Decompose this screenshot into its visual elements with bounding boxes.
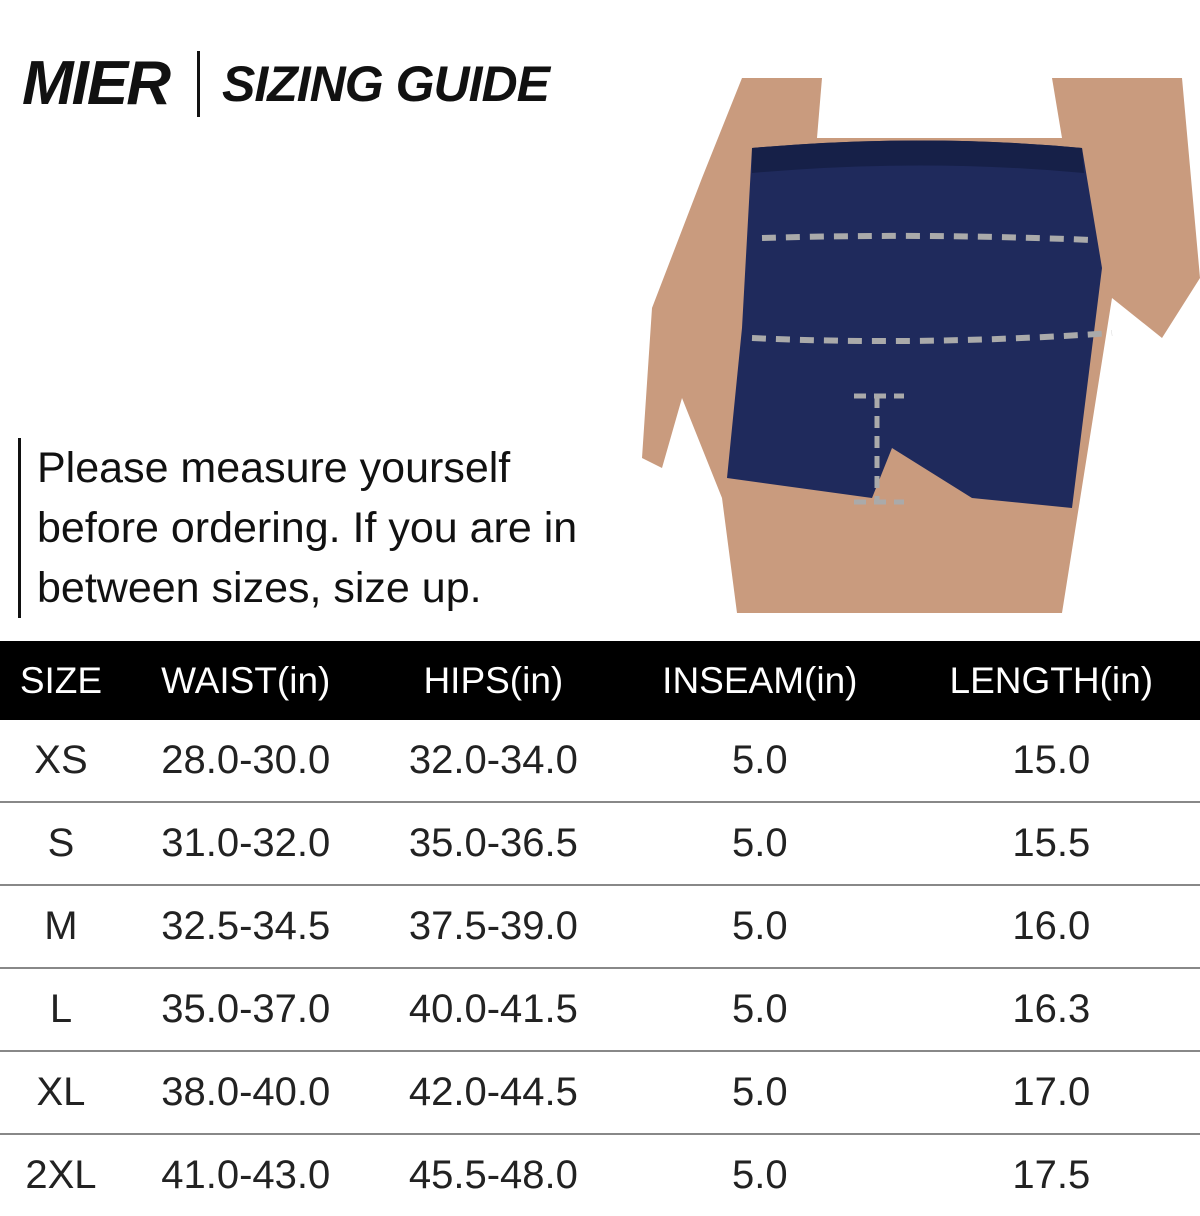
table-cell: XS bbox=[0, 720, 122, 803]
table-header: SIZE WAIST(in) HIPS(in) INSEAM(in) LENGT… bbox=[0, 641, 1200, 720]
table-row: XL 38.0-40.0 42.0-44.5 5.0 17.0 bbox=[0, 1051, 1200, 1135]
col-length: LENGTH(in) bbox=[902, 641, 1200, 720]
table-cell: 5.0 bbox=[732, 1153, 788, 1197]
table-row: XS 28.0-30.0 32.0-34.0 5.0 15.0 bbox=[0, 720, 1200, 803]
table-cell: 32.5-34.5 bbox=[121, 885, 370, 969]
shorts-model-image bbox=[642, 78, 1200, 613]
table-cell: 17.0 bbox=[902, 1051, 1200, 1135]
table-cell: S bbox=[0, 802, 122, 886]
col-size: SIZE bbox=[0, 641, 122, 720]
page-title: SIZING GUIDE bbox=[222, 55, 550, 112]
table-cell: 38.0-40.0 bbox=[121, 1051, 370, 1135]
col-hips: HIPS(in) bbox=[369, 641, 618, 720]
table-cell: 5.0 bbox=[617, 720, 903, 803]
table-cell: 41.0-43.0 bbox=[161, 1153, 331, 1197]
table-cell: 2XL bbox=[25, 1153, 97, 1197]
table-cell: 35.0-37.0 bbox=[121, 968, 370, 1052]
table-cell: 31.0-32.0 bbox=[121, 802, 370, 886]
table-cell: 35.0-36.5 bbox=[369, 802, 618, 886]
table-cell: 15.0 bbox=[902, 720, 1200, 803]
table-cell: 5.0 bbox=[617, 968, 903, 1052]
table-cell: L bbox=[0, 968, 122, 1052]
size-table: SIZE WAIST(in) HIPS(in) INSEAM(in) LENGT… bbox=[0, 641, 1200, 1216]
table-cell: 42.0-44.5 bbox=[369, 1051, 618, 1135]
table-row: L 35.0-37.0 40.0-41.5 5.0 16.3 bbox=[0, 968, 1200, 1052]
col-inseam: INSEAM(in) bbox=[617, 641, 903, 720]
table-cell: 45.5-48.0 bbox=[408, 1153, 578, 1197]
table-cell: 28.0-30.0 bbox=[121, 720, 370, 803]
table-cell: 15.5 bbox=[902, 802, 1200, 886]
header: MIER SIZING GUIDE bbox=[22, 48, 550, 119]
col-waist: WAIST(in) bbox=[121, 641, 370, 720]
table-row: 2XL 41.0-43.0 45.5-48.0 5.0 17.5 bbox=[0, 1134, 1200, 1216]
table-cell: 16.3 bbox=[902, 968, 1200, 1052]
table-cell: XL bbox=[0, 1051, 122, 1135]
table-cell: 16.0 bbox=[902, 885, 1200, 969]
brand-logo: MIER bbox=[22, 49, 171, 118]
measure-note: Please measure yourself before ordering.… bbox=[18, 438, 637, 618]
table-cell: 37.5-39.0 bbox=[369, 885, 618, 969]
table-cell: 5.0 bbox=[617, 1051, 903, 1135]
table-cell: 5.0 bbox=[617, 802, 903, 886]
table-cell: 5.0 bbox=[617, 885, 903, 969]
table-cell: M bbox=[0, 885, 122, 969]
table-cell: 17.5 bbox=[1012, 1153, 1091, 1197]
table-row: M 32.5-34.5 37.5-39.0 5.0 16.0 bbox=[0, 885, 1200, 969]
divider bbox=[197, 50, 200, 117]
table-cell: 40.0-41.5 bbox=[369, 968, 618, 1052]
table-cell: 32.0-34.0 bbox=[369, 720, 618, 803]
table-row: S 31.0-32.0 35.0-36.5 5.0 15.5 bbox=[0, 802, 1200, 886]
